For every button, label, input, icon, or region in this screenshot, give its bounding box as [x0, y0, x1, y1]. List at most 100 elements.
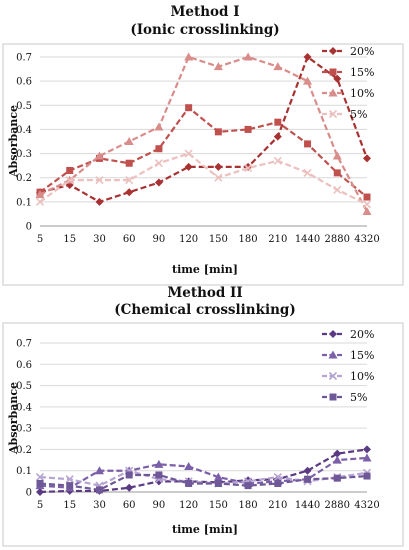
legend-marker: [328, 350, 338, 359]
y-tick-label: 0.4: [16, 125, 32, 136]
x-tick-label: 210: [268, 234, 287, 245]
data-point: [244, 482, 252, 490]
data-point: [363, 193, 371, 201]
y-tick-label: 0.4: [16, 402, 32, 413]
data-point: [273, 62, 283, 71]
series-5pct: [36, 471, 371, 494]
data-point: [65, 475, 74, 484]
y-tick-label: 0.6: [16, 360, 32, 371]
chart-1: Method I (Ionic crosslinking) 0 0.1 0.2 0.3 0.…: [2, 4, 404, 286]
y-tick-label: 0.6: [16, 77, 32, 88]
data-point: [125, 483, 134, 492]
x-tick-label: 150: [209, 500, 228, 511]
data-point: [125, 176, 134, 185]
legend-label: 10%: [350, 370, 374, 383]
series-15pct: [36, 104, 371, 201]
data-point: [94, 151, 104, 160]
data-point: [35, 190, 45, 199]
y-axis-label: Absorbance: [7, 105, 20, 178]
x-tick-label: 30: [93, 500, 106, 511]
data-point: [274, 479, 282, 487]
data-point: [154, 178, 163, 187]
legend-label: 20%: [350, 328, 374, 341]
series-line: [39, 456, 368, 489]
data-point: [95, 197, 104, 206]
x-tick-label: 2880: [325, 234, 350, 245]
y-tick-label: 0: [26, 222, 32, 233]
data-point: [214, 173, 223, 182]
series-line: [39, 106, 368, 198]
chart-title: Method I: [170, 4, 239, 20]
chart-frame: [2, 322, 404, 547]
legend-item: 10%: [322, 87, 374, 100]
x-tick-label: 4320: [354, 234, 379, 245]
data-point: [125, 159, 133, 167]
data-point: [184, 149, 193, 158]
legend-marker: [328, 109, 338, 119]
x-tick-label: 90: [153, 234, 166, 245]
series-line: [39, 473, 368, 492]
data-point: [363, 154, 371, 163]
data-point: [95, 176, 104, 185]
data-point: [362, 453, 372, 462]
x-tick-label: 5: [37, 234, 43, 245]
series-15pct: [35, 453, 372, 492]
data-point: [154, 122, 164, 131]
legend-item: 5%: [322, 391, 367, 404]
legend-label: 15%: [350, 66, 374, 79]
legend-marker: [329, 393, 337, 401]
legend-marker: [328, 371, 338, 381]
x-tick-label: 1440: [295, 234, 320, 245]
y-tick-label: 0.1: [16, 197, 32, 208]
legend-marker: [329, 330, 337, 338]
data-point: [333, 169, 341, 177]
data-point: [155, 471, 163, 479]
y-tick-label: 0: [26, 488, 32, 499]
data-point: [363, 472, 371, 480]
data-point: [125, 471, 133, 479]
x-tick-label: 2880: [325, 500, 350, 511]
data-point: [362, 200, 372, 209]
y-tick-label: 0.1: [16, 466, 32, 477]
data-point: [36, 479, 44, 487]
y-axis-label: Absorbance: [7, 382, 20, 455]
legend-item: 10%: [322, 370, 374, 383]
legend-marker: [329, 47, 337, 55]
x-tick-label: 1440: [295, 500, 320, 511]
y-tick-label: 0.3: [16, 149, 32, 160]
x-tick-label: 15: [63, 500, 76, 511]
y-tick-label: 0.7: [16, 53, 32, 64]
data-point: [95, 486, 103, 494]
data-point: [184, 461, 194, 470]
x-tick-label: 120: [179, 500, 198, 511]
data-point: [303, 168, 312, 177]
data-point: [124, 137, 134, 145]
series-10pct: [35, 52, 372, 216]
data-point: [304, 140, 312, 148]
data-point: [333, 474, 341, 482]
y-tick-label: 0.7: [16, 339, 32, 350]
data-point: [304, 475, 312, 483]
y-tick-label: 0.3: [16, 424, 32, 435]
data-point: [244, 125, 252, 133]
x-tick-label: 120: [179, 234, 198, 245]
data-point: [35, 197, 45, 206]
legend-item: 20%: [322, 45, 374, 58]
x-tick-label: 150: [209, 234, 228, 245]
data-point: [303, 53, 312, 61]
data-point: [243, 52, 253, 61]
x-axis-label: time [min]: [172, 263, 238, 276]
x-tick-label: 60: [123, 234, 136, 245]
data-point: [155, 145, 163, 153]
y-tick-label: 0.2: [16, 445, 32, 456]
legend-item: 15%: [322, 349, 374, 362]
data-point: [333, 185, 342, 194]
data-point: [214, 128, 222, 136]
y-tick-label: 0.5: [16, 381, 32, 392]
series-line: [39, 55, 368, 213]
data-point: [332, 455, 342, 464]
x-tick-label: 210: [268, 500, 287, 511]
data-point: [65, 176, 74, 185]
y-tick-label: 0.5: [16, 101, 32, 112]
